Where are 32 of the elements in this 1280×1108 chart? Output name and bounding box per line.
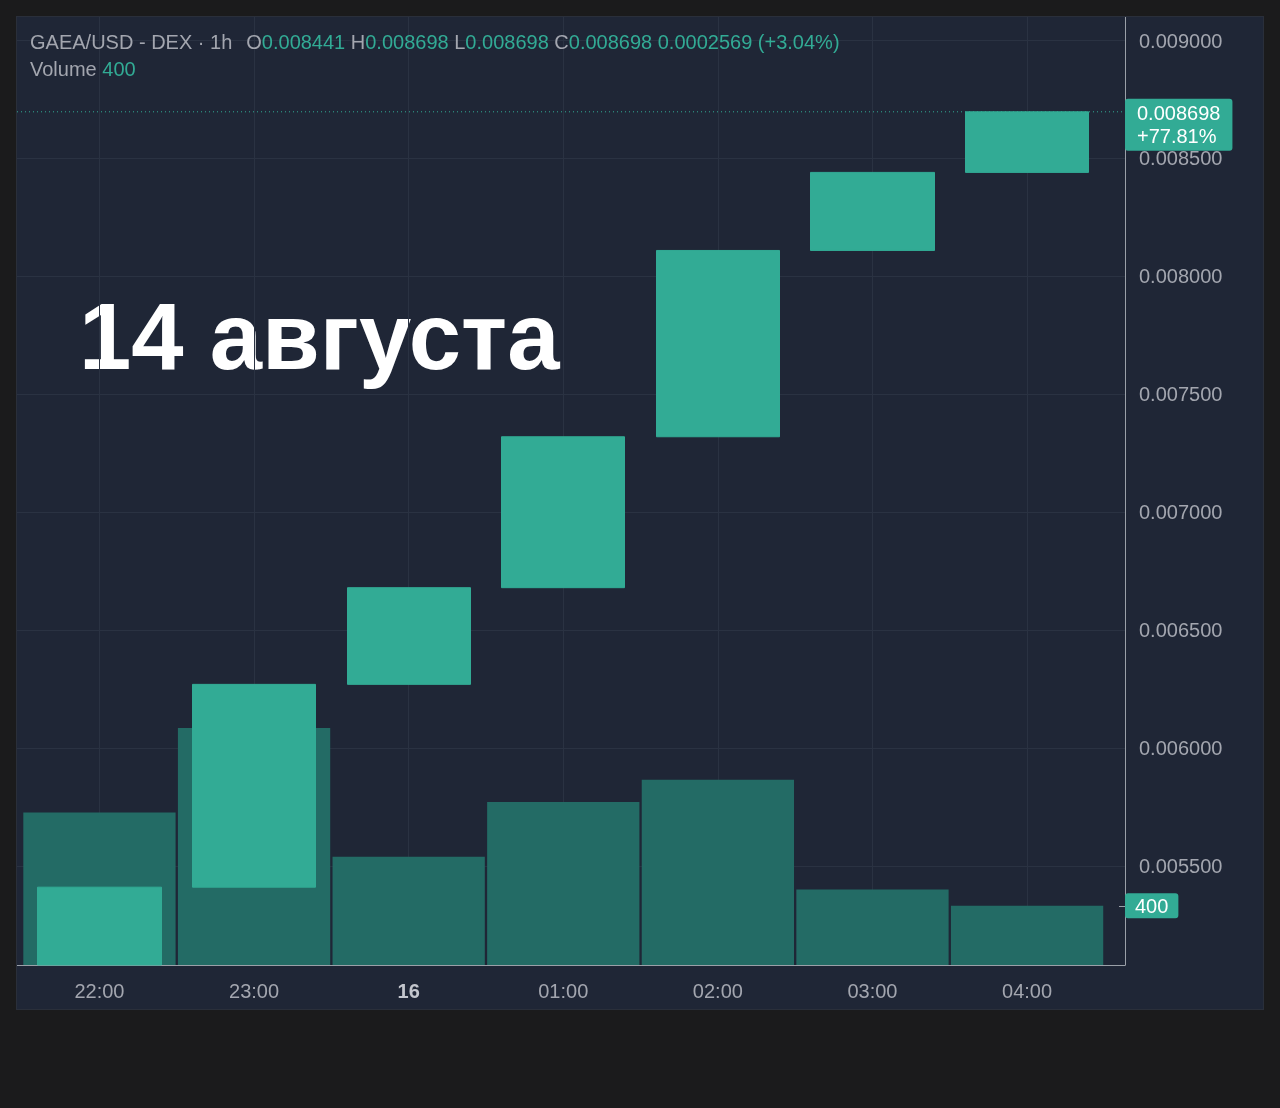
bar: [796, 889, 949, 965]
y-tick-label: 0.006000: [1139, 737, 1223, 760]
annotation: 14 августа: [79, 283, 561, 389]
x-tick-label: 02:00: [692, 980, 743, 1002]
candlestick: [810, 171, 935, 251]
ref-line-label: 0.008698 +77.81%: [1137, 102, 1221, 148]
x-tick-label: 04:00: [1002, 980, 1053, 1002]
y2-tick-label: 400: [1135, 895, 1169, 918]
y-tick-label: 0.008000: [1139, 265, 1223, 288]
x-tick-label: 03:00: [847, 980, 898, 1002]
y-tick-label: 0.006500: [1139, 619, 1223, 642]
x-tick-label: 01:00: [538, 980, 589, 1002]
candlestick: [656, 249, 780, 438]
bar: [641, 779, 795, 965]
text: O0.008441 H0.008698 L0.008698 C0.008698 0.0002569 (+3.04%): [246, 31, 840, 53]
annotation: Volume 400: [30, 58, 136, 80]
candlestick: [192, 683, 316, 888]
y-tick-label: 0.008500: [1139, 147, 1223, 170]
candlestick: [37, 886, 162, 966]
bar: [332, 856, 485, 965]
text: GAEA/USD - DEX · 1h: [30, 31, 233, 53]
y-tick-label: 0.007500: [1139, 383, 1223, 406]
y-tick-label: 0.007000: [1139, 501, 1223, 524]
candlestick: [347, 587, 471, 685]
bar: [950, 905, 1104, 965]
bar: [487, 802, 640, 965]
x-tick-label: 16: [397, 980, 420, 1002]
x-tick-label: 23:00: [229, 980, 280, 1002]
candlestick: [501, 436, 625, 589]
y-tick-label: 0.009000: [1139, 29, 1223, 52]
x-tick-label: 22:00: [74, 980, 125, 1002]
y-tick-label: 0.005500: [1139, 854, 1223, 877]
